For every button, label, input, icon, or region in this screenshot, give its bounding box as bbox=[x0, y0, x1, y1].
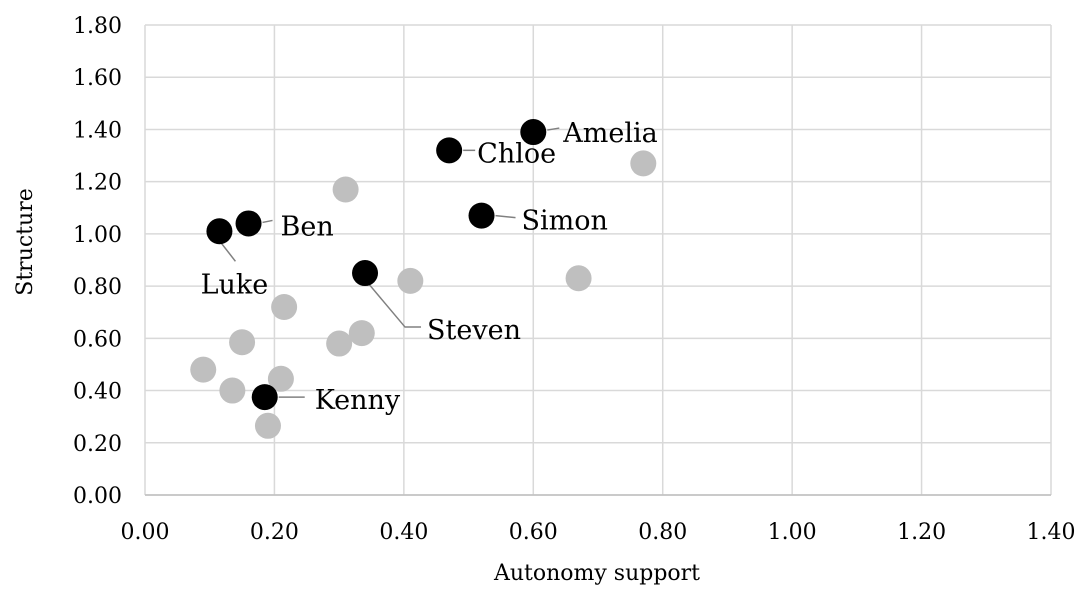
leader-line-ben bbox=[262, 219, 273, 224]
scatter-point bbox=[332, 176, 359, 203]
y-tick-label: 0.00 bbox=[73, 484, 122, 509]
scatter-point bbox=[229, 329, 256, 356]
x-tick-label: 0.40 bbox=[379, 520, 428, 545]
axes: 0.00 0.20 0.40 0.60 0.80 1.00 1.20 1.40 0.00 0.20… bbox=[73, 14, 1075, 545]
scatter-point bbox=[254, 412, 281, 439]
leader-line-amelia bbox=[547, 127, 560, 131]
y-tick-label: 1.60 bbox=[73, 66, 122, 91]
x-tick-label: 1.40 bbox=[1027, 520, 1076, 545]
scatter-point bbox=[565, 265, 592, 292]
data-points bbox=[190, 119, 657, 439]
y-tick-label: 1.20 bbox=[73, 171, 122, 196]
y-tick-label: 0.60 bbox=[73, 327, 122, 352]
highlighted-point-kenny bbox=[251, 384, 278, 411]
y-tick-label: 1.80 bbox=[73, 14, 122, 39]
scatter-point bbox=[190, 356, 217, 383]
highlighted-point-ben bbox=[235, 210, 262, 237]
leader-lines bbox=[220, 127, 560, 398]
x-tick-label: 0.60 bbox=[509, 520, 558, 545]
point-label-ben: Ben bbox=[281, 211, 334, 242]
scatter-point bbox=[348, 320, 375, 347]
x-tick-label: 0.20 bbox=[250, 520, 299, 545]
highlighted-point-steven bbox=[352, 260, 379, 287]
x-tick-label: 1.00 bbox=[768, 520, 817, 545]
y-tick-label: 0.80 bbox=[73, 275, 122, 300]
highlighted-point-luke bbox=[206, 218, 233, 245]
point-label-steven: Steven bbox=[427, 315, 521, 346]
x-tick-label: 0.00 bbox=[121, 520, 170, 545]
point-label-kenny: Kenny bbox=[315, 385, 401, 416]
leader-line-luke bbox=[220, 242, 237, 262]
leader-line-steven bbox=[367, 282, 422, 328]
y-axis-title: Structure bbox=[13, 188, 38, 295]
scatter-point bbox=[219, 377, 246, 404]
y-tick-label: 0.20 bbox=[73, 432, 122, 457]
scatter-point bbox=[326, 330, 353, 357]
scatter-point bbox=[630, 150, 657, 177]
leader-line-simon bbox=[495, 214, 516, 219]
x-tick-label: 1.20 bbox=[897, 520, 946, 545]
y-tick-label: 0.40 bbox=[73, 380, 122, 405]
scatter-point bbox=[397, 267, 424, 294]
point-label-chloe: Chloe bbox=[477, 138, 556, 169]
x-tick-label: 0.80 bbox=[638, 520, 687, 545]
point-label-amelia: Amelia bbox=[562, 118, 657, 149]
highlighted-point-amelia bbox=[520, 119, 547, 146]
y-tick-label: 1.40 bbox=[73, 118, 122, 143]
point-label-simon: Simon bbox=[522, 206, 608, 237]
scatter-point bbox=[267, 365, 294, 392]
point-label-luke: Luke bbox=[201, 269, 269, 300]
gridlines bbox=[144, 24, 1052, 496]
highlighted-point-simon bbox=[468, 202, 495, 229]
highlighted-point-chloe bbox=[436, 137, 463, 164]
y-tick-label: 1.00 bbox=[73, 223, 122, 248]
x-axis-title: Autonomy support bbox=[493, 561, 700, 586]
scatter-point bbox=[271, 294, 298, 320]
